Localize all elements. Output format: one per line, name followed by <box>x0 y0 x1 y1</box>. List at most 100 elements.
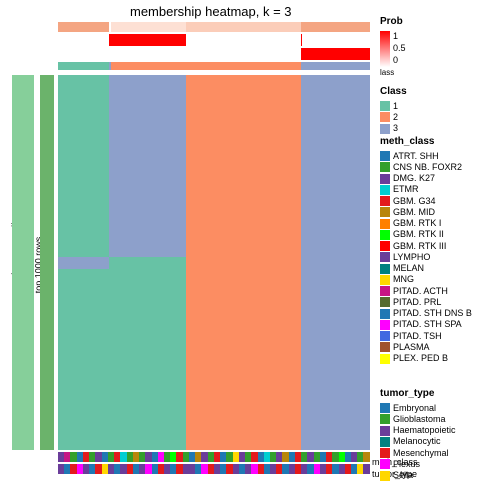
legend-title: tumor_type <box>380 388 456 401</box>
legend-item: PITAD. ACTH <box>380 286 472 297</box>
legend-label: 1 <box>393 101 398 112</box>
legend-tumor-type: tumor_typeEmbryonalGlioblastomaHaematopo… <box>380 388 456 481</box>
legend-item: Embryonal <box>380 403 456 414</box>
legend-label: GBM. RTK III <box>393 241 446 252</box>
swatch <box>380 101 390 111</box>
legend-item: Mesenchymal <box>380 448 456 459</box>
legend-label: MELAN <box>393 263 424 274</box>
legend-item: Melanocytic <box>380 436 456 447</box>
swatch <box>380 230 390 240</box>
swatch <box>380 275 390 285</box>
legend-item: LYMPHO <box>380 252 472 263</box>
sidebar-left_inner <box>40 75 54 450</box>
legend-label: CNS NB. FOXR2 <box>393 162 462 173</box>
legend-label: PITAD. TSH <box>393 331 442 342</box>
swatch <box>380 174 390 184</box>
legend-item: Glioblastoma <box>380 414 456 425</box>
legend-item: PITAD. STH SPA <box>380 319 472 330</box>
legend-label: DMG. K27 <box>393 173 435 184</box>
legend-label: Melanocytic <box>393 436 441 447</box>
swatch <box>380 414 390 424</box>
swatch <box>380 151 390 161</box>
legend-item: PITAD. PRL <box>380 297 472 308</box>
legend-label: PITAD. STH SPA <box>393 319 462 330</box>
legend-item: MNG <box>380 274 472 285</box>
legend-item: PITAD. TSH <box>380 331 472 342</box>
legend-item: PLASMA <box>380 342 472 353</box>
swatch <box>380 124 390 134</box>
swatch <box>380 320 390 330</box>
swatch <box>380 241 390 251</box>
legend-item: CNS NB. FOXR2 <box>380 162 472 173</box>
legend-label: Glioblastoma <box>393 414 446 425</box>
legend-label: Embryonal <box>393 403 436 414</box>
annot-row <box>58 22 370 32</box>
annot-row <box>58 48 370 60</box>
legend-label: ETMR <box>393 184 419 195</box>
legend-label: PLEX. PED B <box>393 353 448 364</box>
legend-label: MNG <box>393 274 414 285</box>
legend-item: GBM. RTK I <box>380 218 472 229</box>
legend-item: DMG. K27 <box>380 173 472 184</box>
heatmap-row <box>58 257 370 269</box>
annot-row <box>58 34 370 46</box>
legend-label: GBM. MID <box>393 207 435 218</box>
swatch <box>380 207 390 217</box>
swatch <box>380 219 390 229</box>
heatmap-row <box>58 269 370 450</box>
legend-label: PITAD. STH DNS B <box>393 308 472 319</box>
legend-prob: Prob10.50lass <box>380 16 406 78</box>
swatch <box>380 426 390 436</box>
legend-label: Sella <box>393 470 413 481</box>
chart-title: membership heatmap, k = 3 <box>130 4 292 19</box>
legend-label: Plexus <box>393 459 420 470</box>
legend-label: GBM. RTK I <box>393 218 441 229</box>
swatch <box>380 297 390 307</box>
swatch <box>380 331 390 341</box>
legend-item: 1 <box>380 101 407 112</box>
annot-row <box>58 62 370 70</box>
swatch <box>380 185 390 195</box>
legend-item: 3 <box>380 123 407 134</box>
sidebar-left_outer <box>12 75 34 450</box>
legend-item: Sella <box>380 470 456 481</box>
legend-label: PLASMA <box>393 342 430 353</box>
legend-item: GBM. G34 <box>380 196 472 207</box>
bottom-annot-row <box>58 452 370 462</box>
swatch <box>380 342 390 352</box>
prob-tick: 0 <box>393 55 406 66</box>
swatch <box>380 196 390 206</box>
prob-tick: 0.5 <box>393 43 406 54</box>
legend-label: 2 <box>393 112 398 123</box>
legend-item: GBM. MID <box>380 207 472 218</box>
legend-title: meth_class <box>380 136 472 149</box>
prob-tick: 1 <box>393 31 406 42</box>
legend-item: GBM. RTK III <box>380 241 472 252</box>
swatch <box>380 252 390 262</box>
legend-meth-class: meth_class ATRT. SHHCNS NB. FOXR2DMG. K27… <box>380 136 472 364</box>
legend-label: 3 <box>393 123 398 134</box>
legend-title: Class <box>380 86 407 99</box>
legend-label: LYMPHO <box>393 252 430 263</box>
swatch <box>380 403 390 413</box>
legend-item: PLEX. PED B <box>380 353 472 364</box>
legend-label: ATRT. SHH <box>393 151 439 162</box>
legend-item: MELAN <box>380 263 472 274</box>
legend-title: Prob <box>380 16 406 29</box>
swatch <box>380 471 390 481</box>
swatch <box>380 309 390 319</box>
swatch <box>380 286 390 296</box>
legend-label: GBM. G34 <box>393 196 436 207</box>
legend-label: PITAD. PRL <box>393 297 441 308</box>
legend-label: PITAD. ACTH <box>393 286 448 297</box>
legend-item: PITAD. STH DNS B <box>380 308 472 319</box>
swatch <box>380 354 390 364</box>
heatmap-row <box>58 75 370 257</box>
legend-item: Plexus <box>380 459 456 470</box>
bottom-annot-row <box>58 464 370 474</box>
legend-item: GBM. RTK II <box>380 229 472 240</box>
swatch <box>380 162 390 172</box>
prob-gradient <box>380 31 390 67</box>
legend-item: ATRT. SHH <box>380 151 472 162</box>
swatch <box>380 437 390 447</box>
